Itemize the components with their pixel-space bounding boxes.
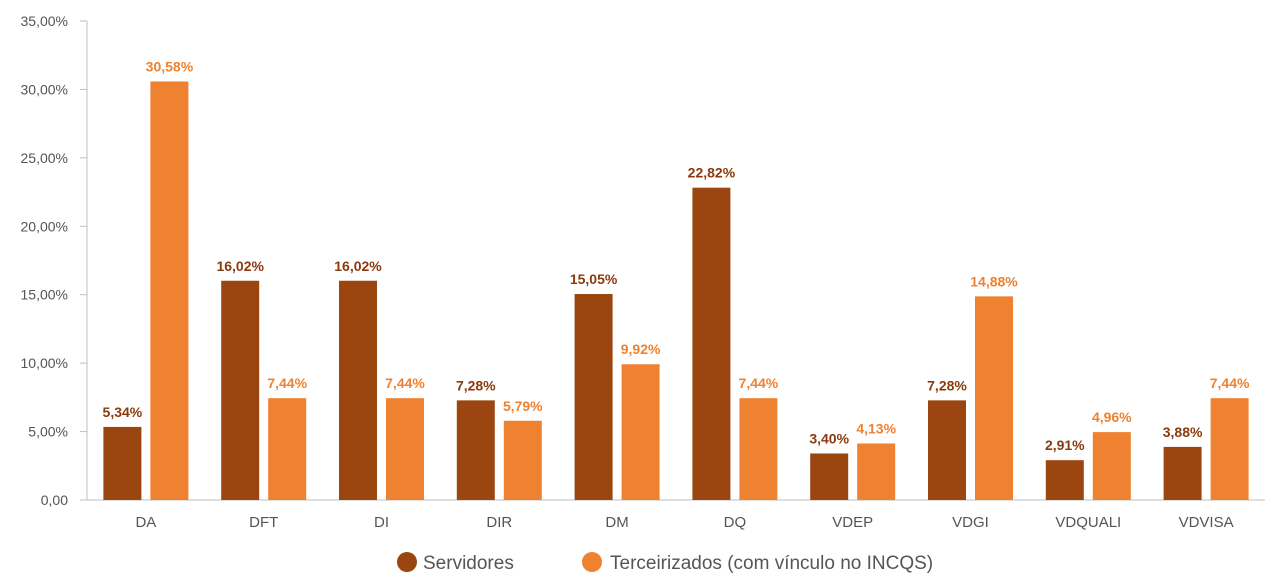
bar-servidores-dq [692, 187, 731, 500]
data-label-servidores-di: 16,02% [334, 258, 382, 274]
data-label-terceirizados-dir: 5,79% [503, 398, 543, 414]
bar-terceirizados-da [150, 81, 189, 501]
y-tick-label: 20,00% [21, 218, 68, 234]
data-label-servidores-da: 5,34% [103, 404, 143, 420]
data-label-terceirizados-dft: 7,44% [267, 375, 307, 391]
bar-servidores-vdgi [928, 400, 966, 500]
bar-terceirizados-di [386, 398, 424, 500]
y-tick-label: 5,00% [28, 424, 68, 440]
x-axis-categories: DA DFT DI DIR DM DQ VDEP VDGI VDQUALI VDVISA [135, 514, 1233, 531]
data-label-servidores-vdvisa: 3,88% [1163, 424, 1203, 440]
x-category-label: DM [605, 514, 628, 531]
bar-servidores-vdep [810, 453, 849, 500]
data-label-terceirizados-di: 7,44% [385, 375, 425, 391]
bar-terceirizados-vdvisa [1210, 398, 1249, 500]
legend-label-servidores: Servidores [423, 553, 514, 574]
bar-servidores-vdvisa [1163, 446, 1202, 500]
bar-servidores-dft [221, 280, 260, 500]
bars [103, 81, 1249, 501]
y-tick-label: 35,00% [21, 13, 68, 29]
data-label-servidores-vdep: 3,40% [809, 430, 849, 446]
legend: Servidores Terceirizados (com vínculo no… [397, 552, 933, 574]
x-category-label: VDEP [832, 514, 873, 531]
legend-label-terceirizados: Terceirizados (com vínculo no INCQS) [610, 553, 933, 574]
data-label-servidores-dq: 22,82% [688, 165, 736, 181]
bar-terceirizados-dft [268, 398, 307, 500]
data-label-servidores-dir: 7,28% [456, 377, 496, 393]
data-label-servidores-dm: 15,05% [570, 271, 618, 287]
y-tick-label: 15,00% [21, 287, 68, 303]
legend-marker-servidores [397, 552, 417, 572]
bar-terceirizados-vdquali [1092, 432, 1131, 500]
data-labels: 5,34% 30,58% 16,02% 7,44% 16,02% 7,44% 7,28% 5,… [103, 58, 1250, 453]
data-label-servidores-dft: 16,02% [216, 258, 264, 274]
y-tick-label: 0,00 [41, 492, 68, 508]
bar-servidores-di [339, 280, 377, 500]
data-label-terceirizados-da: 30,58% [146, 58, 194, 74]
x-category-label: VDVISA [1179, 514, 1234, 531]
y-tick-label: 25,00% [21, 150, 68, 166]
data-label-terceirizados-dq: 7,44% [739, 375, 779, 391]
y-tick-label: 30,00% [21, 81, 68, 97]
bar-servidores-dir [456, 400, 495, 500]
bar-servidores-dm [574, 294, 613, 500]
x-category-label: DA [135, 514, 156, 531]
x-category-label: VDGI [952, 514, 989, 531]
x-category-label: DIR [486, 514, 512, 531]
x-category-label: DQ [724, 514, 747, 531]
x-category-label: VDQUALI [1055, 514, 1121, 531]
bar-terceirizados-vdgi [975, 296, 1013, 500]
bar-terceirizados-dir [503, 420, 542, 500]
bar-servidores-vdquali [1045, 460, 1084, 500]
x-category-label: DFT [249, 514, 278, 531]
bar-terceirizados-vdep [857, 443, 896, 500]
bar-terceirizados-dq [739, 398, 778, 500]
data-label-servidores-vdquali: 2,91% [1045, 437, 1085, 453]
data-label-servidores-vdgi: 7,28% [927, 377, 967, 393]
legend-marker-terceirizados [582, 552, 602, 572]
y-axis-ticks: 0,00 5,00% 10,00% 15,00% 20,00% 25,00% 30,00% 3… [21, 13, 87, 508]
data-label-terceirizados-vdep: 4,13% [856, 420, 896, 436]
data-label-terceirizados-dm: 9,92% [621, 341, 661, 357]
data-label-terceirizados-vdquali: 4,96% [1092, 409, 1132, 425]
bar-servidores-da [103, 426, 142, 500]
x-category-label: DI [374, 514, 389, 531]
y-tick-label: 10,00% [21, 355, 68, 371]
data-label-terceirizados-vdgi: 14,88% [970, 273, 1018, 289]
bar-terceirizados-dm [621, 364, 660, 500]
data-label-terceirizados-vdvisa: 7,44% [1210, 375, 1250, 391]
